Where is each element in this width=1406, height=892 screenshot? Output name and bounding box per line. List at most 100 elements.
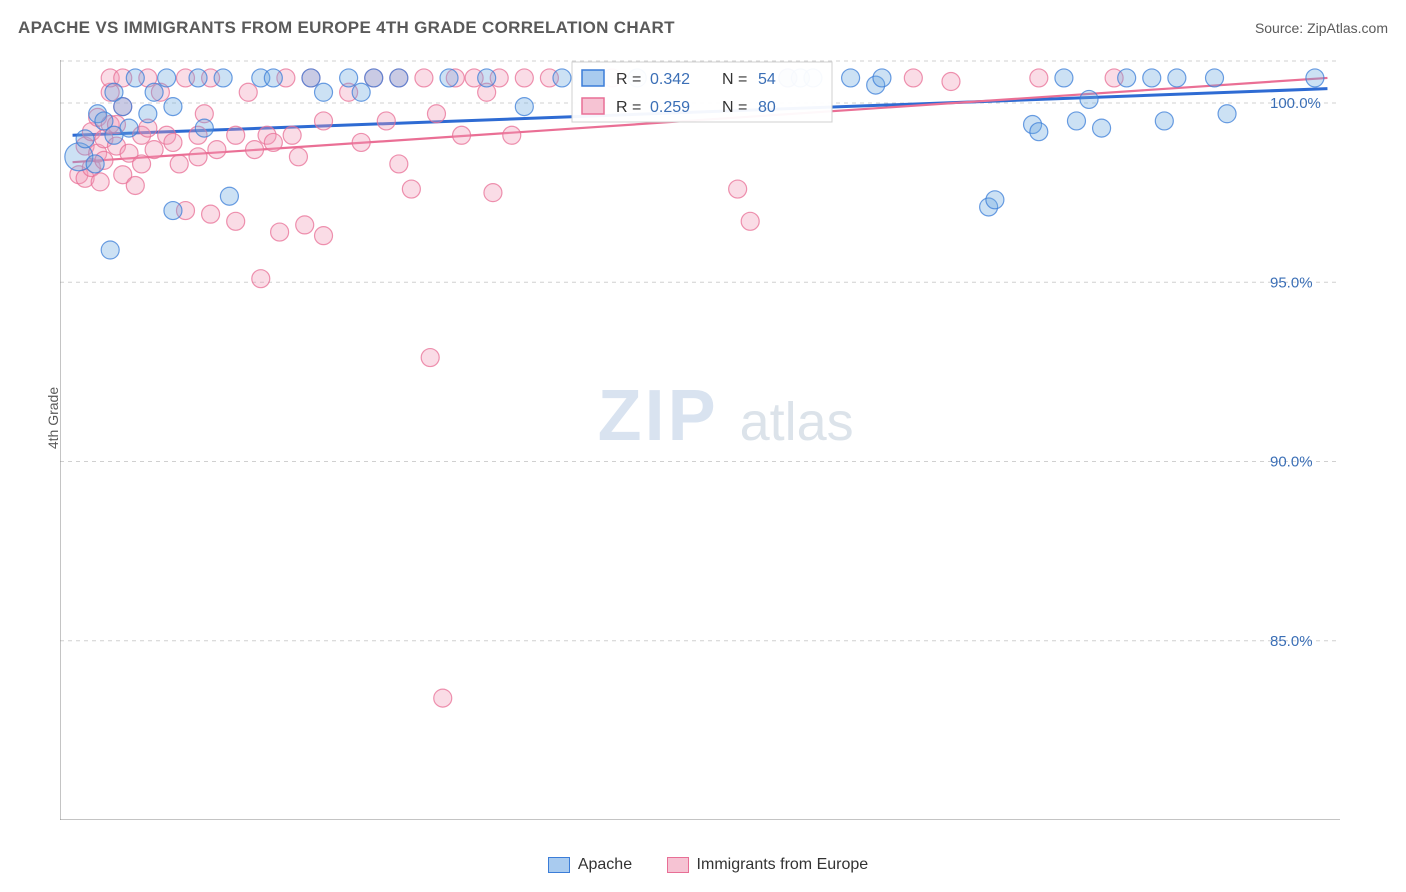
data-point-apache	[302, 69, 320, 87]
data-point-immigrants	[904, 69, 922, 87]
stats-r-value-a: 0.342	[650, 71, 690, 88]
data-point-apache	[515, 98, 533, 116]
data-point-immigrants	[503, 126, 521, 144]
data-point-immigrants	[252, 270, 270, 288]
legend-label-apache: Apache	[578, 856, 632, 873]
stats-r-value-b: 0.259	[650, 99, 690, 116]
data-point-apache	[1155, 112, 1173, 130]
watermark-atlas: atlas	[740, 392, 854, 452]
bottom-legend: Apache Immigrants from Europe	[0, 856, 1406, 874]
watermark-zip: ZIP	[598, 376, 719, 456]
stats-swatch-apache	[582, 70, 604, 86]
data-point-immigrants	[246, 141, 264, 159]
data-point-immigrants	[484, 184, 502, 202]
data-point-apache	[340, 69, 358, 87]
data-point-immigrants	[227, 126, 245, 144]
data-point-apache	[139, 105, 157, 123]
y-axis-label: 4th Grade	[45, 387, 61, 449]
data-point-apache	[126, 69, 144, 87]
data-point-apache	[1118, 69, 1136, 87]
legend-label-immigrants: Immigrants from Europe	[697, 856, 869, 873]
data-point-apache	[76, 130, 94, 148]
data-point-immigrants	[402, 180, 420, 198]
stats-swatch-immigrants	[582, 98, 604, 114]
data-point-apache	[1143, 69, 1161, 87]
data-point-apache	[1055, 69, 1073, 87]
data-point-apache	[873, 69, 891, 87]
data-point-apache	[86, 155, 104, 173]
data-point-immigrants	[264, 133, 282, 151]
data-point-apache	[478, 69, 496, 87]
data-point-immigrants	[729, 180, 747, 198]
data-point-apache	[1218, 105, 1236, 123]
data-point-immigrants	[453, 126, 471, 144]
data-point-immigrants	[315, 227, 333, 245]
data-point-apache	[365, 69, 383, 87]
stats-n-label-b: N =	[722, 99, 747, 116]
data-point-apache	[189, 69, 207, 87]
data-point-apache	[145, 83, 163, 101]
data-point-apache	[164, 98, 182, 116]
data-point-immigrants	[133, 155, 151, 173]
data-point-immigrants	[515, 69, 533, 87]
data-point-apache	[842, 69, 860, 87]
data-point-apache	[1168, 69, 1186, 87]
data-point-apache	[195, 119, 213, 137]
data-point-apache	[158, 69, 176, 87]
data-point-immigrants	[1030, 69, 1048, 87]
data-point-apache	[1206, 69, 1224, 87]
legend-swatch-immigrants	[667, 857, 689, 873]
stats-box	[572, 62, 832, 122]
data-point-apache	[352, 83, 370, 101]
stats-r-label-b: R =	[616, 99, 641, 116]
data-point-apache	[120, 119, 138, 137]
data-point-apache	[1030, 123, 1048, 141]
stats-n-value-b: 80	[758, 99, 776, 116]
data-point-apache	[1306, 69, 1324, 87]
data-point-immigrants	[315, 112, 333, 130]
data-point-immigrants	[126, 176, 144, 194]
data-point-immigrants	[421, 349, 439, 367]
data-point-apache	[220, 187, 238, 205]
chart-title: APACHE VS IMMIGRANTS FROM EUROPE 4TH GRA…	[18, 18, 675, 38]
data-point-apache	[315, 83, 333, 101]
data-point-immigrants	[352, 133, 370, 151]
data-point-immigrants	[227, 212, 245, 230]
data-point-apache	[390, 69, 408, 87]
data-point-immigrants	[434, 689, 452, 707]
y-tick-label: 85.0%	[1270, 633, 1313, 650]
data-point-apache	[214, 69, 232, 87]
chart-plot-area: 85.0%90.0%95.0%100.0%ZIPatlas0.0%100.0%R…	[60, 60, 1340, 820]
data-point-apache	[164, 202, 182, 220]
stats-n-label-a: N =	[722, 71, 747, 88]
data-point-immigrants	[415, 69, 433, 87]
data-point-immigrants	[377, 112, 395, 130]
data-point-apache	[440, 69, 458, 87]
data-point-apache	[553, 69, 571, 87]
data-point-immigrants	[741, 212, 759, 230]
data-point-immigrants	[289, 148, 307, 166]
data-point-immigrants	[390, 155, 408, 173]
data-point-immigrants	[271, 223, 289, 241]
data-point-immigrants	[208, 141, 226, 159]
y-tick-label: 100.0%	[1270, 95, 1321, 112]
data-point-immigrants	[427, 105, 445, 123]
data-point-immigrants	[170, 155, 188, 173]
data-point-immigrants	[189, 148, 207, 166]
data-point-immigrants	[296, 216, 314, 234]
data-point-apache	[1093, 119, 1111, 137]
stats-n-value-a: 54	[758, 71, 776, 88]
data-point-immigrants	[145, 141, 163, 159]
data-point-apache	[1080, 90, 1098, 108]
data-point-immigrants	[283, 126, 301, 144]
data-point-immigrants	[239, 83, 257, 101]
y-tick-label: 95.0%	[1270, 274, 1313, 291]
data-point-apache	[264, 69, 282, 87]
stats-r-label-a: R =	[616, 71, 641, 88]
chart-source: Source: ZipAtlas.com	[1255, 20, 1388, 36]
data-point-immigrants	[164, 133, 182, 151]
data-point-apache	[101, 241, 119, 259]
data-point-immigrants	[202, 205, 220, 223]
data-point-apache	[1067, 112, 1085, 130]
data-point-apache	[986, 191, 1004, 209]
